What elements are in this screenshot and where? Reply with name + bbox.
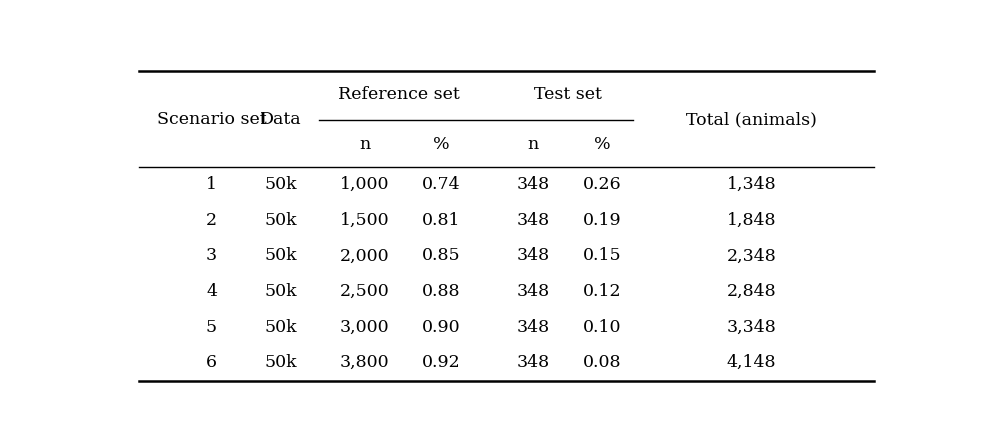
Text: 0.10: 0.10 — [583, 319, 621, 336]
Text: 0.12: 0.12 — [583, 283, 621, 300]
Text: 0.26: 0.26 — [583, 176, 621, 193]
Text: 50k: 50k — [264, 354, 296, 371]
Text: 0.74: 0.74 — [422, 176, 460, 193]
Text: 0.88: 0.88 — [422, 283, 460, 300]
Text: n: n — [528, 136, 538, 153]
Text: 4,148: 4,148 — [726, 354, 777, 371]
Text: Scenario set: Scenario set — [157, 111, 267, 128]
Text: 3,800: 3,800 — [340, 354, 389, 371]
Text: Data: Data — [260, 111, 301, 128]
Text: 1,000: 1,000 — [340, 176, 389, 193]
Text: 2,348: 2,348 — [726, 247, 777, 264]
Text: 6: 6 — [206, 354, 217, 371]
Text: n: n — [359, 136, 370, 153]
Text: 50k: 50k — [264, 212, 296, 229]
Text: 2: 2 — [206, 212, 217, 229]
Text: %: % — [594, 136, 611, 153]
Text: 0.08: 0.08 — [583, 354, 621, 371]
Text: 2,500: 2,500 — [340, 283, 389, 300]
Text: 50k: 50k — [264, 319, 296, 336]
Text: 348: 348 — [517, 212, 549, 229]
Text: 3,348: 3,348 — [726, 319, 777, 336]
Text: 0.19: 0.19 — [583, 212, 621, 229]
Text: 0.81: 0.81 — [422, 212, 460, 229]
Text: 348: 348 — [517, 319, 549, 336]
Text: 1,500: 1,500 — [340, 212, 389, 229]
Text: 0.15: 0.15 — [583, 247, 621, 264]
Text: 2,848: 2,848 — [726, 283, 777, 300]
Text: 348: 348 — [517, 247, 549, 264]
Text: Total (animals): Total (animals) — [686, 111, 817, 128]
Text: 1,348: 1,348 — [726, 176, 777, 193]
Text: 348: 348 — [517, 176, 549, 193]
Text: 4: 4 — [206, 283, 217, 300]
Text: 1: 1 — [206, 176, 217, 193]
Text: %: % — [433, 136, 450, 153]
Text: 50k: 50k — [264, 247, 296, 264]
Text: 5: 5 — [206, 319, 217, 336]
Text: 0.92: 0.92 — [422, 354, 460, 371]
Text: 2,000: 2,000 — [340, 247, 389, 264]
Text: 0.90: 0.90 — [422, 319, 460, 336]
Text: 3,000: 3,000 — [340, 319, 389, 336]
Text: 348: 348 — [517, 354, 549, 371]
Text: 50k: 50k — [264, 176, 296, 193]
Text: 3: 3 — [206, 247, 217, 264]
Text: Test set: Test set — [534, 86, 602, 103]
Text: Reference set: Reference set — [338, 86, 460, 103]
Text: 50k: 50k — [264, 283, 296, 300]
Text: 1,848: 1,848 — [726, 212, 777, 229]
Text: 0.85: 0.85 — [422, 247, 460, 264]
Text: 348: 348 — [517, 283, 549, 300]
